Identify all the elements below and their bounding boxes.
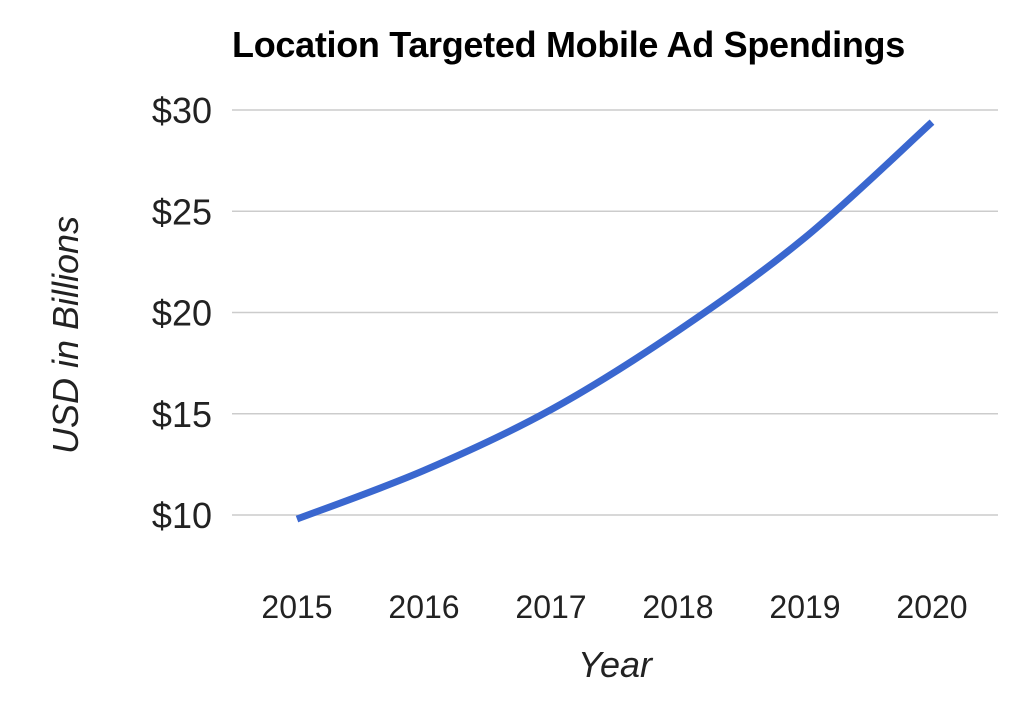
- x-tick-label: 2017: [515, 589, 586, 625]
- x-tick-label: 2020: [896, 589, 967, 625]
- y-tick-label: $25: [152, 191, 212, 232]
- x-tick-label: 2015: [261, 589, 332, 625]
- x-tick-label: 2018: [642, 589, 713, 625]
- y-tick-label: $30: [152, 90, 212, 131]
- series-layer: [295, 119, 935, 523]
- y-tick-label: $15: [152, 394, 212, 435]
- y-axis-label: USD in Billions: [45, 216, 86, 454]
- gridlines: [232, 109, 998, 516]
- x-tick-label: 2019: [769, 589, 840, 625]
- x-axis-label: Year: [578, 644, 654, 685]
- chart-title: Location Targeted Mobile Ad Spendings: [232, 24, 905, 65]
- series-line-0: [295, 119, 935, 523]
- x-axis-ticks: 2015 2016 2017 2018 2019 2020: [261, 589, 967, 625]
- y-axis-ticks: $10 $15 $20 $25 $30: [152, 90, 212, 536]
- y-tick-label: $20: [152, 293, 212, 334]
- x-tick-label: 2016: [388, 589, 459, 625]
- y-tick-label: $10: [152, 495, 212, 536]
